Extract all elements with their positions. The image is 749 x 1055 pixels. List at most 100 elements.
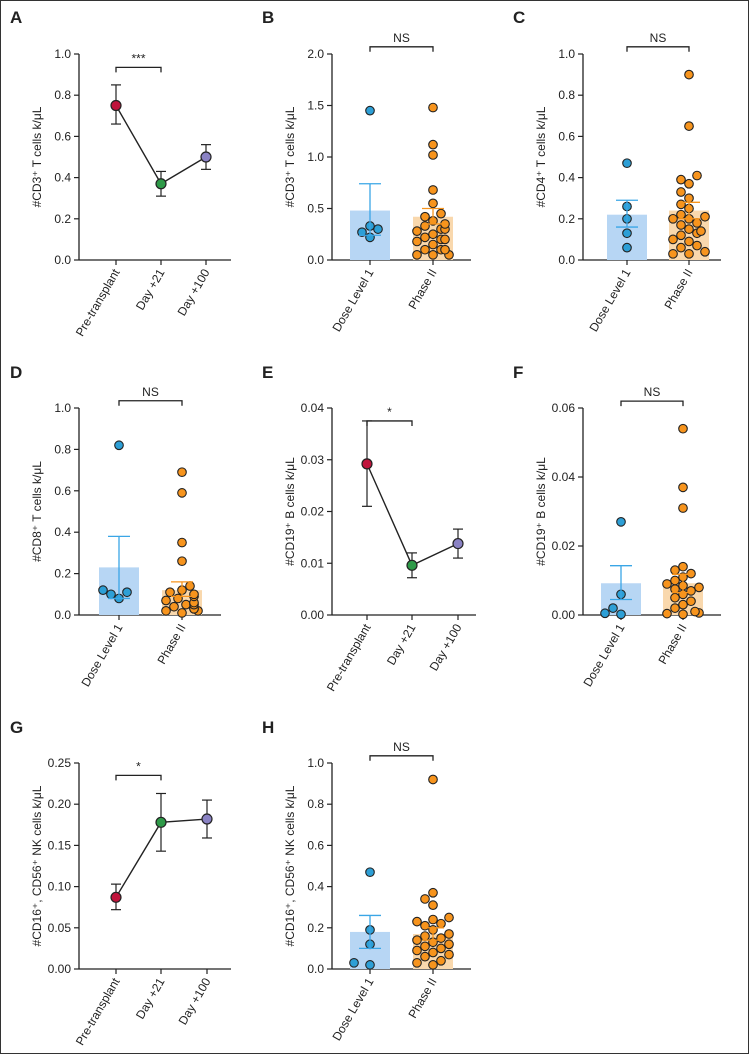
data-point: [420, 920, 430, 931]
x-tick-label: Day +100: [175, 266, 213, 318]
y-tick-label: 0.0: [307, 253, 324, 267]
data-point: [678, 561, 688, 572]
data-point: [412, 957, 422, 968]
data-point: [440, 234, 450, 245]
x-tick-label: Day +100: [427, 621, 465, 673]
data-point: [420, 941, 430, 952]
y-tick-label: 0.5: [307, 202, 324, 216]
panel-g: G 0.00 0.05 0.10 0.15 0.20 0.25 #CD16⁺, CD56⁺ N…: [10, 718, 231, 1048]
data-point: [428, 229, 438, 240]
y-tick-label: 0.2: [558, 212, 575, 226]
data-point: [676, 230, 686, 241]
panel-letter: C: [513, 8, 525, 27]
data-point: [684, 178, 694, 189]
data-point: [670, 565, 680, 576]
data-point: [616, 609, 626, 620]
y-axis-label: #CD3⁺ T cells k/μL: [283, 106, 297, 207]
y-tick-label: 0.0: [54, 253, 71, 267]
data-point: [678, 482, 688, 493]
significance-label: NS: [393, 740, 410, 754]
significance-bracket: [620, 400, 684, 407]
y-axis-label: #CD8⁺ T cells k/μL: [30, 461, 44, 562]
data-point: [412, 916, 422, 927]
data-point: [686, 585, 696, 596]
y-tick-label: 0.2: [54, 567, 71, 581]
data-point: [428, 139, 438, 150]
y-tick-label: 0.6: [307, 838, 324, 852]
data-point: [365, 867, 375, 878]
data-point: [678, 503, 688, 513]
data-point: [412, 226, 422, 237]
panel-letter: A: [10, 8, 22, 27]
data-point: [428, 239, 438, 250]
mean-point: [452, 537, 464, 550]
data-point: [165, 587, 175, 598]
y-tick-label: 1.0: [54, 401, 71, 415]
y-axis-label: #CD16⁺, CD56⁺ NK cells k/μL: [30, 785, 44, 946]
data-point: [444, 929, 454, 939]
data-point: [696, 226, 706, 237]
data-point: [428, 887, 438, 898]
data-point: [177, 556, 187, 567]
data-point: [692, 218, 702, 228]
data-point: [412, 935, 422, 946]
data-point: [161, 606, 171, 616]
y-tick-label: 0.6: [558, 129, 575, 143]
mean-point: [155, 816, 167, 828]
panel-b: B 0.0 0.5 1.0 1.5 2.0 #CD3⁺ T cells k/μL Dose L…: [262, 8, 471, 334]
significance-label: *: [387, 405, 392, 419]
y-tick-label: 0.00: [48, 962, 72, 976]
data-point: [436, 943, 446, 954]
data-point: [700, 211, 710, 222]
data-point: [692, 170, 702, 181]
y-axis-label: #CD3⁺ T cells k/μL: [30, 106, 44, 207]
data-point: [622, 228, 632, 239]
panel-letter: D: [10, 363, 22, 382]
data-point: [684, 193, 694, 204]
x-tick-label: Day +21: [133, 266, 168, 312]
y-tick-label: 0.2: [307, 921, 324, 935]
panel-c: C 0.0 0.2 0.4 0.6 0.8 1.0 #CD4⁺ T cells k/μL Dos…: [513, 8, 721, 334]
significance-bracket: [369, 46, 434, 52]
y-tick-label: 0.0: [558, 253, 575, 267]
data-point: [177, 488, 187, 498]
mean-point: [201, 813, 213, 825]
data-point: [412, 945, 422, 956]
mean-point: [200, 151, 212, 163]
data-point: [662, 579, 672, 589]
data-point: [428, 198, 438, 209]
y-tick-label: 2.0: [307, 47, 324, 61]
data-point: [662, 608, 672, 619]
data-point: [700, 246, 710, 257]
data-point: [686, 596, 696, 607]
data-point: [189, 589, 199, 600]
data-point: [600, 608, 610, 619]
data-point: [670, 603, 680, 613]
data-point: [161, 595, 171, 606]
y-tick-label: 0.0: [54, 608, 71, 622]
data-point: [684, 248, 694, 259]
y-tick-label: 0.00: [301, 608, 325, 622]
data-point: [676, 187, 686, 197]
data-point: [690, 606, 700, 617]
data-point: [428, 250, 438, 260]
y-tick-label: 0.20: [48, 797, 72, 811]
data-point: [420, 232, 430, 243]
panel-letter: E: [262, 363, 273, 382]
data-point: [608, 603, 618, 613]
data-point: [684, 121, 694, 131]
data-point: [173, 593, 183, 604]
data-point: [622, 242, 632, 253]
data-point: [122, 587, 132, 598]
y-tick-label: 0.4: [558, 171, 575, 185]
x-tick-label: Dose Level 1: [580, 621, 627, 689]
data-point: [428, 960, 438, 970]
data-point: [428, 774, 438, 785]
data-point: [670, 575, 680, 586]
data-point: [106, 589, 116, 600]
data-point: [436, 933, 446, 943]
data-point: [420, 931, 430, 941]
significance-label: *: [136, 759, 141, 773]
data-point: [177, 467, 187, 478]
